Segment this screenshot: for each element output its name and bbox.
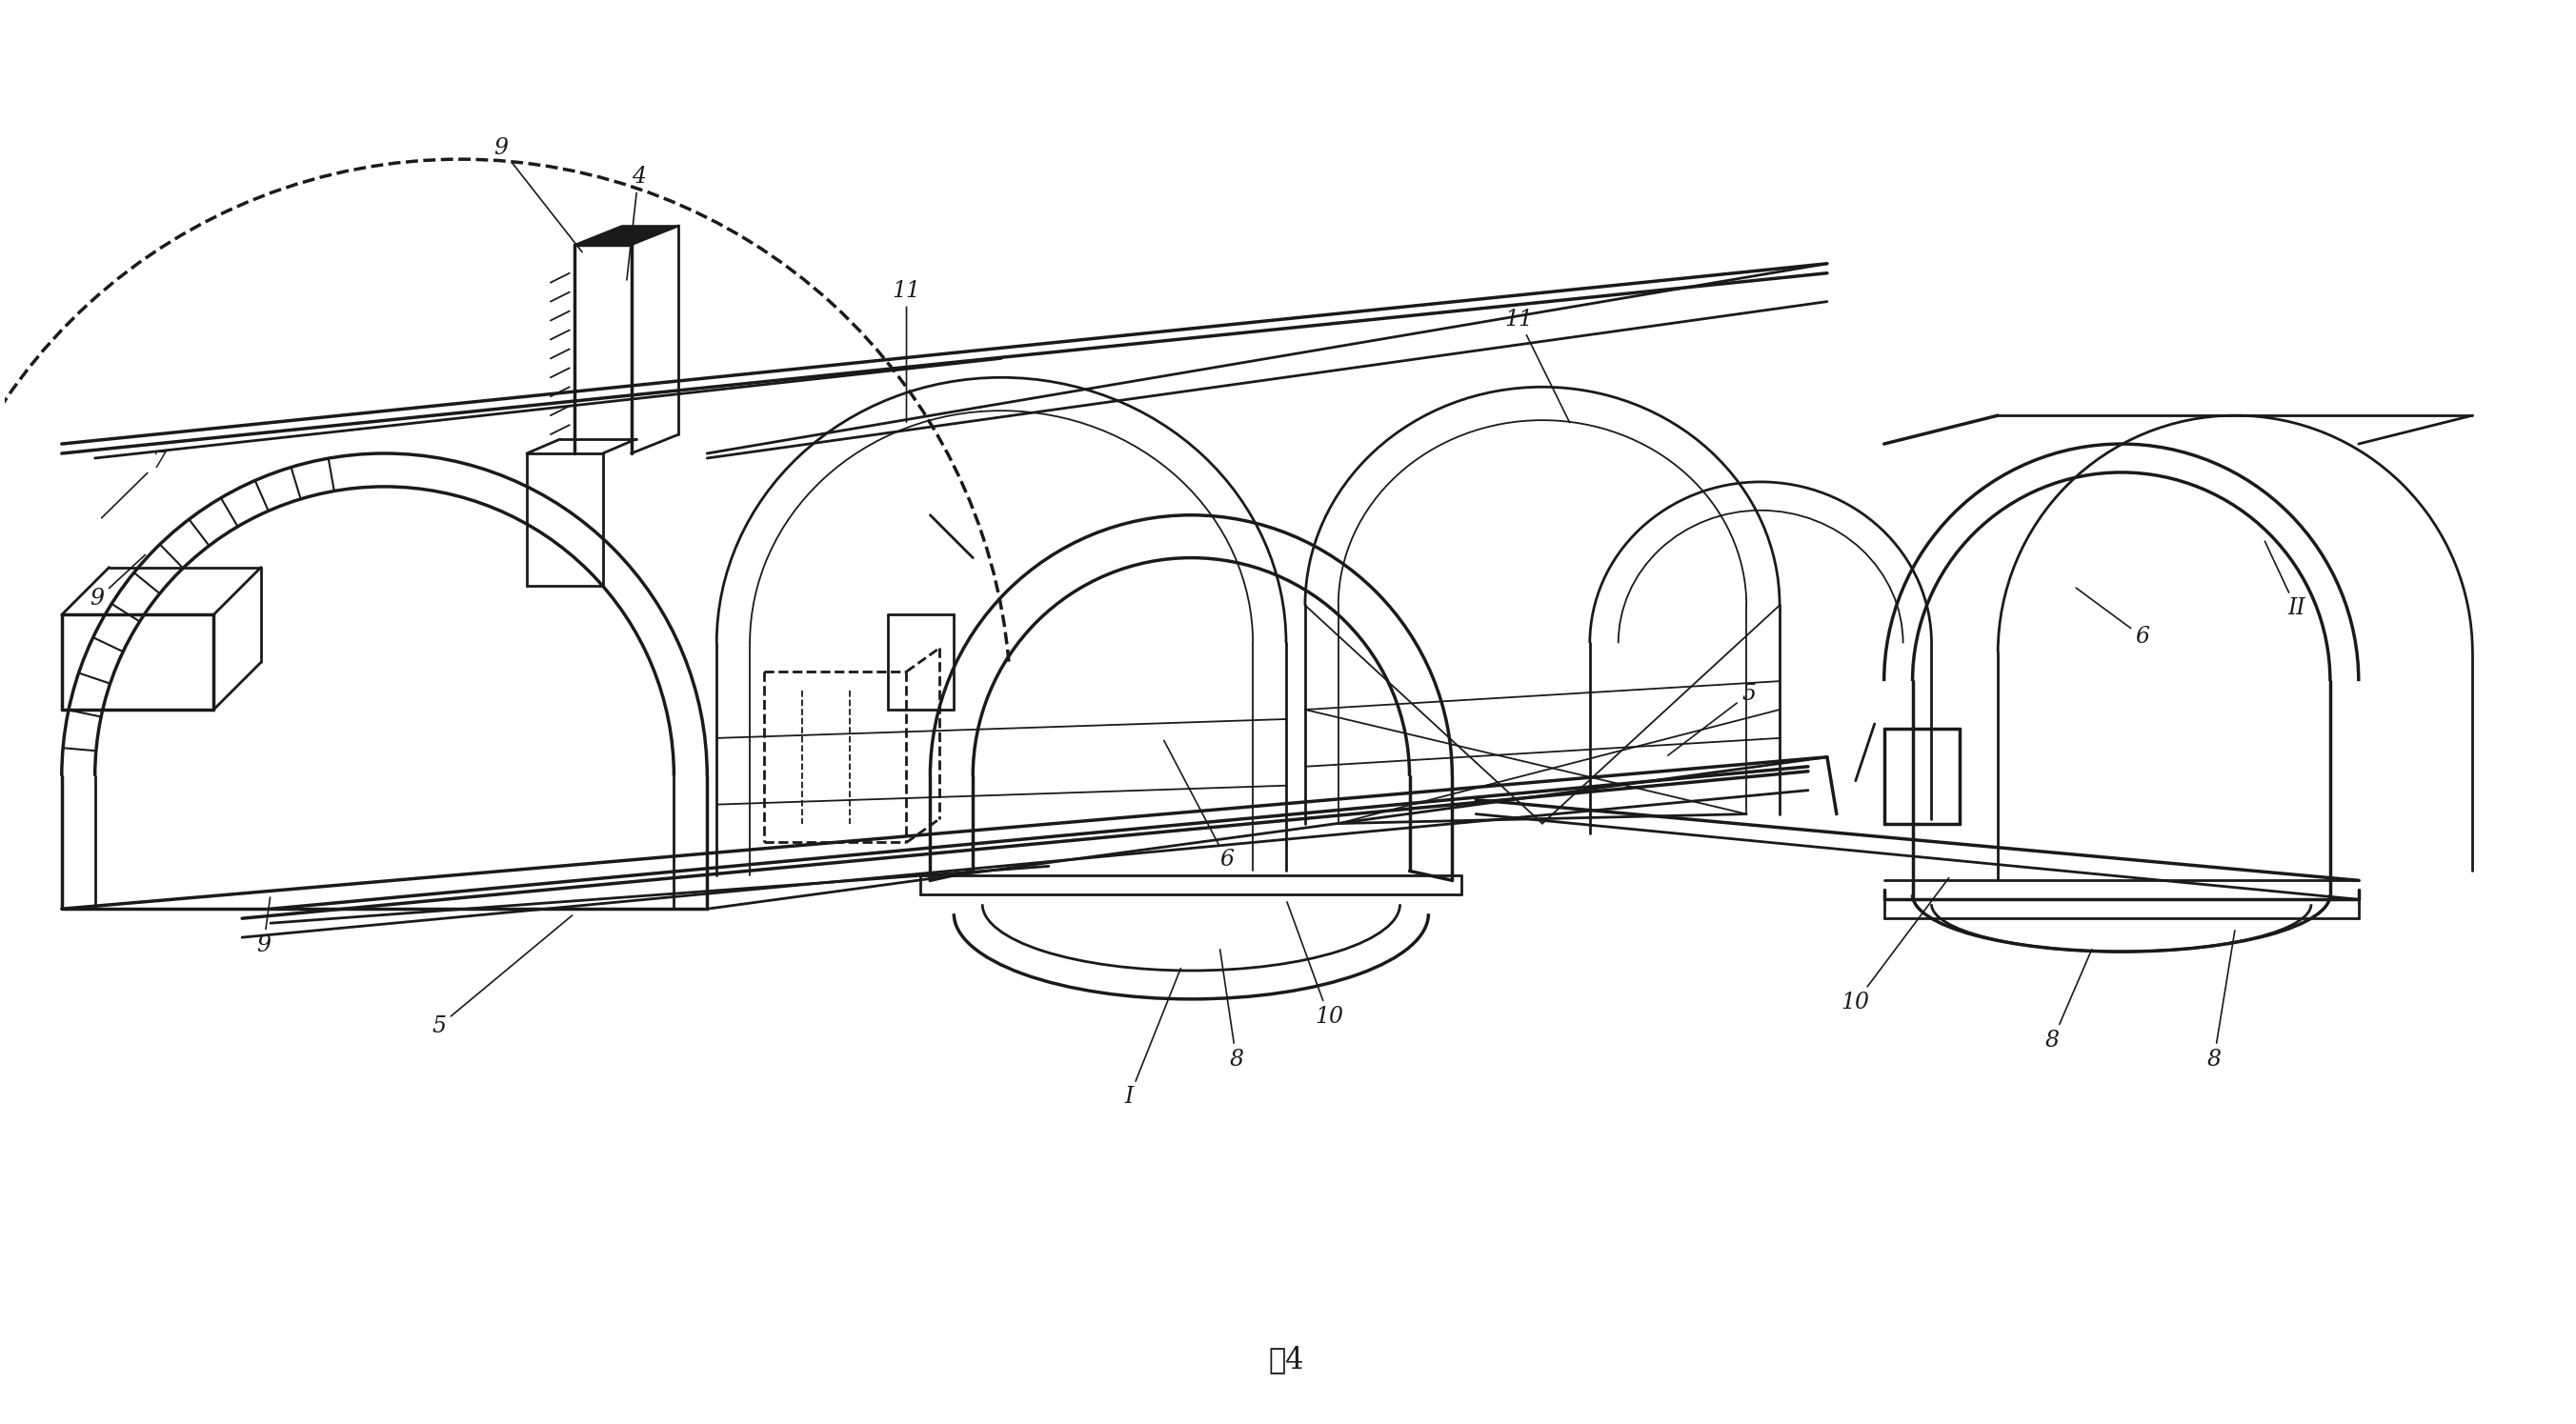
Text: II: II [2264,541,2306,619]
Text: 6: 6 [2076,588,2151,648]
Text: 7: 7 [100,450,167,518]
Text: 6: 6 [1164,740,1234,871]
Text: 11: 11 [1504,308,1569,423]
Text: 8: 8 [2045,950,2092,1051]
Text: 9: 9 [90,555,144,609]
Text: 10: 10 [1288,901,1342,1028]
Text: 4: 4 [626,165,647,281]
Text: 8: 8 [2208,930,2236,1071]
Text: 9: 9 [255,897,270,957]
Text: I: I [1126,968,1180,1108]
Text: 8: 8 [1221,950,1244,1071]
Polygon shape [574,225,677,245]
Text: 5: 5 [1667,684,1757,756]
Text: 图4: 图4 [1267,1344,1303,1374]
Text: 9: 9 [495,137,582,252]
Text: 11: 11 [891,279,920,423]
Text: 5: 5 [433,916,572,1037]
Text: 10: 10 [1842,877,1950,1014]
